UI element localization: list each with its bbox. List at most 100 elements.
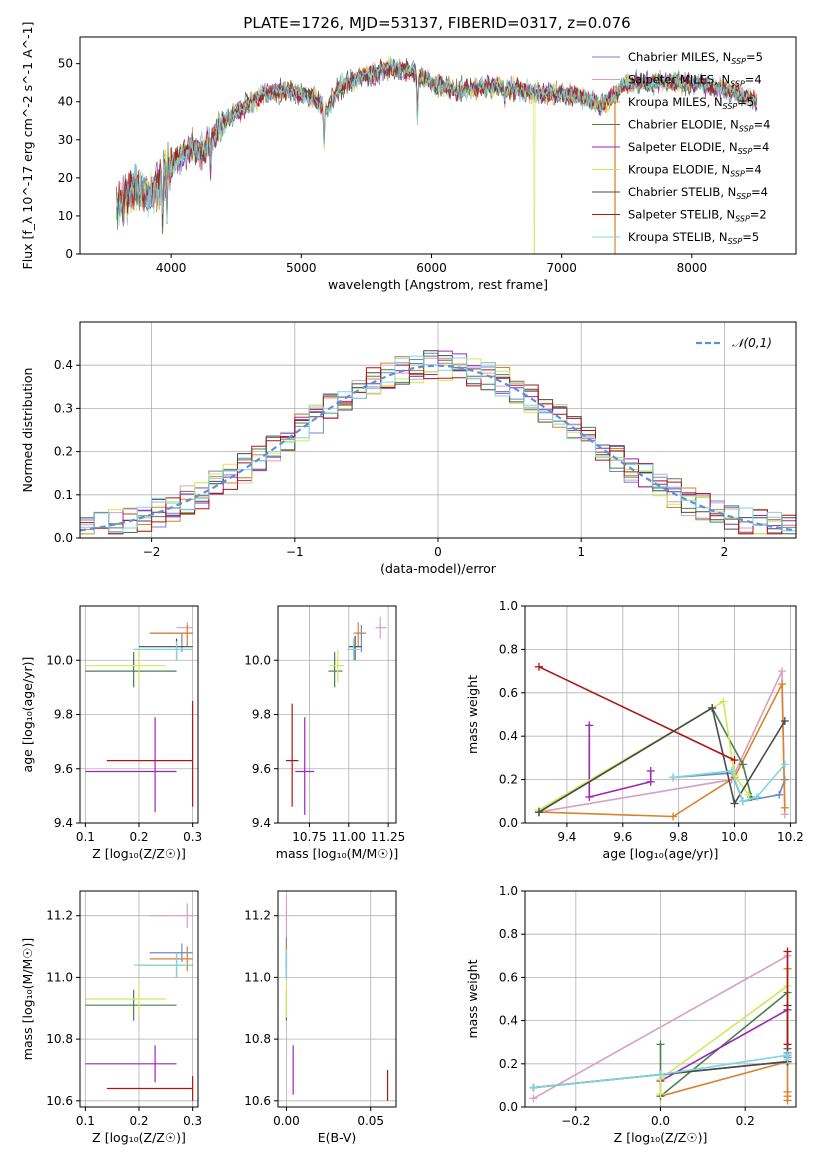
y-tick-label: 0.8 (499, 642, 518, 656)
weight-marker (775, 790, 784, 799)
x-tick-label: 0.1 (76, 830, 95, 844)
y-tick-label: 0.2 (499, 1057, 518, 1071)
y-tick-label: 10 (58, 209, 73, 223)
weight-marker (780, 717, 789, 726)
weight-marker (783, 1092, 792, 1101)
x-tick-label: 1 (577, 545, 585, 559)
weight_vs_Z-panel: −0.2 0.0 0.2 0.0 0.2 0.4 0.6 0.8 1.0 Z [log₁₀(Z/Z… (465, 884, 797, 1145)
weight-marker (727, 766, 736, 775)
errorbar-point (375, 616, 387, 639)
y-tick-label: 0.8 (499, 927, 518, 941)
y-tick-label: 9.6 (252, 762, 271, 776)
weight-line (538, 706, 786, 813)
errorbar-point (85, 717, 177, 813)
y-tick-label: 11.2 (46, 909, 73, 923)
mass_vs_Z-x-label: Z [log₁₀(Z/Z☉)] (92, 1130, 186, 1145)
y-tick-label: 0.4 (499, 729, 518, 743)
x-tick-label: 9.4 (557, 830, 576, 844)
errorbar-point (329, 649, 345, 682)
legend-entry: Salpeter ELODIE, NSSP=4 (628, 140, 769, 156)
x-tick-label: 0.05 (357, 1114, 384, 1128)
weight-marker (534, 808, 543, 817)
x-tick-label: 11.25 (371, 830, 405, 844)
x-tick-label: −1 (286, 545, 304, 559)
y-tick-label: 40 (58, 95, 73, 109)
errorbar-point (85, 989, 177, 1021)
mass_vs_EBV-x-label: E(B-V) (318, 1130, 357, 1145)
mass_vs_EBV-panel: 0.00 0.05 10.6 10.8 11.0 11.2 E(B-V) (244, 890, 397, 1145)
x-tick-label: 0.0 (651, 1114, 670, 1128)
residuals-x-label: (data-model)/error (380, 561, 497, 576)
errorbar-point (353, 622, 365, 647)
age_vs_Z-y-label: age [log₁₀(age/yr)] (20, 657, 35, 773)
errorbar-point (85, 649, 166, 682)
errorbar-point (285, 703, 299, 807)
y-tick-label: 9.8 (252, 708, 271, 722)
y-tick-label: 0.6 (499, 686, 518, 700)
weight-line (538, 700, 750, 811)
residuals-panel: −2 −1 0 1 2 0.0 0.1 0.2 0.3 0.4 (data-model)/error… (20, 321, 797, 576)
y-tick-label: 10.6 (244, 1094, 271, 1108)
y-tick-label: 0.0 (54, 531, 73, 545)
errorbar-point (133, 641, 193, 661)
weight-marker (534, 662, 543, 671)
y-tick-label: 0 (65, 247, 73, 261)
y-tick-label: 9.4 (252, 816, 271, 830)
weight-line (538, 706, 753, 813)
legend-entry: Salpeter MILES, NSSP=4 (628, 73, 762, 89)
y-tick-label: 0.4 (499, 1014, 518, 1028)
x-tick-label: 9.8 (669, 830, 688, 844)
spectrum-panel: 4000 5000 6000 7000 8000 0 10 20 30 40 50 wavelengt… (20, 22, 797, 292)
mass_vs_Z-panel: 0.1 0.2 0.3 10.6 10.8 11.0 11.2 Z [log₁₀(Z/Z☉)]… (20, 890, 202, 1145)
mass_vs_EBV-plot-area (285, 897, 389, 1101)
weight-marker (656, 1070, 665, 1079)
legend-entry: Kroupa STELIB, NSSP=5 (628, 230, 759, 246)
y-tick-label: 0.2 (499, 773, 518, 787)
x-tick-label: 0.3 (183, 1114, 202, 1128)
weight-line (538, 666, 735, 761)
weight-marker (669, 773, 678, 782)
y-tick-label: 10.8 (46, 1032, 73, 1046)
errorbar-point (106, 1076, 194, 1101)
weight_vs_age-x-label: age [log₁₀(age/yr)] (603, 846, 719, 861)
legend-entry: Chabrier MILES, NSSP=5 (628, 50, 763, 66)
y-tick-label: 20 (58, 171, 73, 185)
weight-marker (585, 721, 594, 730)
y-tick-label: 0.0 (499, 816, 518, 830)
y-tick-label: 0.6 (499, 970, 518, 984)
legend-entry: Kroupa ELODIE, NSSP=4 (628, 163, 762, 179)
weight-marker (585, 792, 594, 801)
x-tick-label: 5000 (286, 261, 317, 275)
histogram-salpeter-stelib (80, 364, 796, 538)
y-tick-label: 0.1 (54, 488, 73, 502)
weight-marker (783, 1040, 792, 1049)
age_vs_mass-x-label: mass [log₁₀(M/M☉)] (276, 846, 398, 861)
normal-curve (80, 364, 796, 532)
y-tick-label: 0.3 (54, 401, 73, 415)
errorbar-point (85, 1045, 177, 1083)
y-tick-label: 0.0 (499, 1100, 518, 1114)
weight-marker (780, 760, 789, 769)
residuals-y-label: Normed distribution (20, 368, 35, 493)
residuals-plot-area (80, 350, 796, 538)
y-tick-label: 10.6 (46, 1094, 73, 1108)
y-tick-label: 0.4 (54, 358, 73, 372)
x-tick-label: 8000 (677, 261, 708, 275)
weight-marker (730, 799, 739, 808)
weight-marker (719, 697, 728, 706)
x-tick-label: 6000 (416, 261, 447, 275)
weight-marker (529, 1094, 538, 1103)
weight-marker (656, 1040, 665, 1049)
y-tick-label: 11.0 (244, 970, 271, 984)
spectrum-y-label: Flux [f_λ 10^-17 erg cm^-2 s^-1 A^-1] (20, 22, 35, 270)
x-tick-label: −2 (143, 545, 161, 559)
x-tick-label: 0.00 (273, 1114, 300, 1128)
spectrum-plot-area (116, 55, 758, 254)
legend-entry: Chabrier ELODIE, NSSP=4 (628, 118, 770, 134)
weight-marker (778, 667, 787, 676)
weight_vs_age-axes-frame (524, 605, 797, 824)
x-tick-label: 11.00 (332, 830, 366, 844)
spectrum-series-kroupa-stelib (116, 55, 758, 226)
x-tick-label: 10.75 (292, 830, 326, 844)
spectrum-legend: Chabrier MILES, NSSP=5 Salpeter MILES, NS… (592, 50, 770, 246)
